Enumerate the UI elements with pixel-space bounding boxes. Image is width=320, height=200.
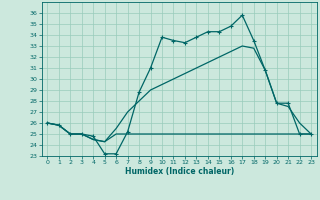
X-axis label: Humidex (Indice chaleur): Humidex (Indice chaleur) <box>124 167 234 176</box>
